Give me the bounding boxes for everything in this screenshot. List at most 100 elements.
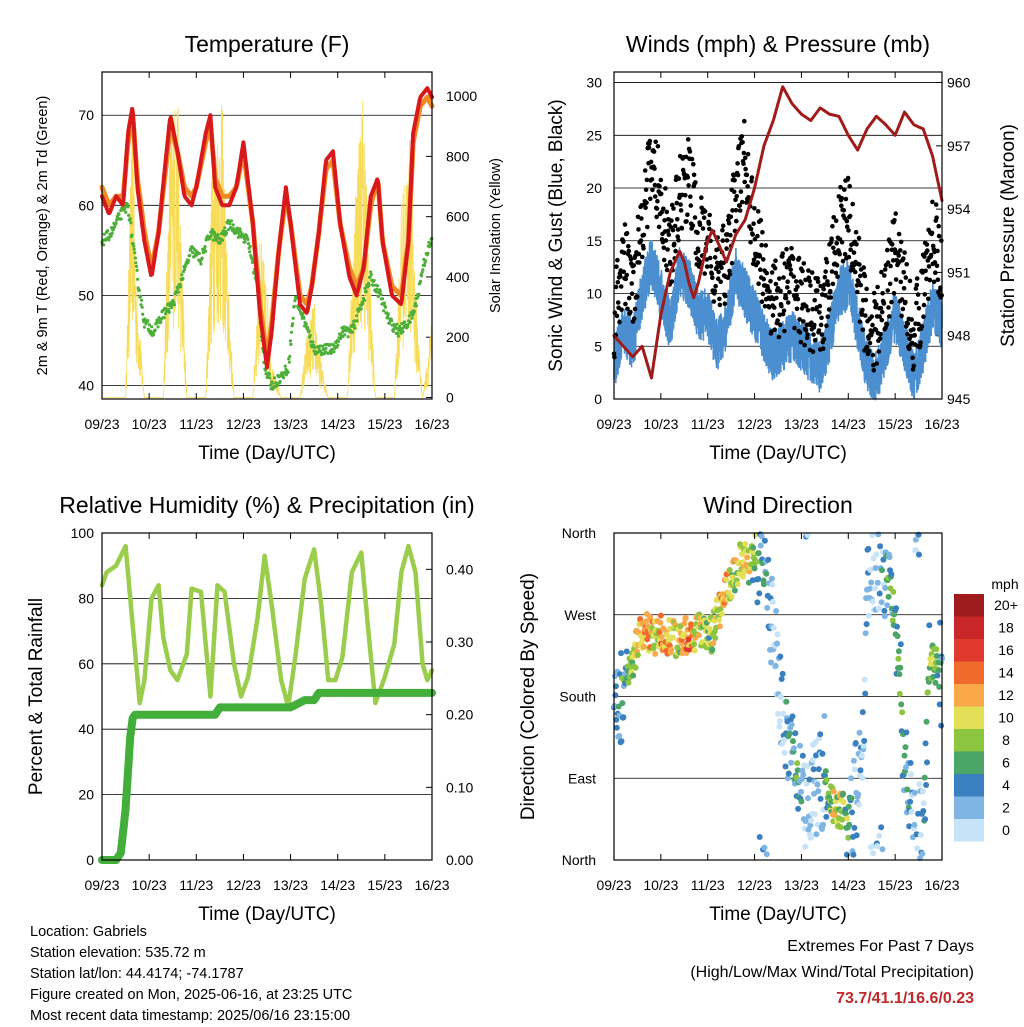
direction-point	[651, 642, 658, 649]
humidity-xtick-label: 14/23	[320, 877, 355, 893]
gust-point	[842, 187, 847, 192]
gust-point	[848, 247, 853, 252]
dewpoint-point	[311, 340, 315, 344]
direction-point	[823, 776, 830, 783]
direction-point	[911, 821, 918, 828]
temperature-xlabel: Time (Day/UTC)	[198, 443, 336, 464]
gust-point	[901, 286, 907, 291]
direction-point	[815, 766, 822, 773]
winds-y2label: Station Pressure (Maroon)	[998, 124, 1019, 347]
direction-point	[876, 590, 883, 597]
dewpoint-point	[422, 263, 427, 267]
gust-point	[850, 201, 855, 207]
gust-point	[795, 284, 800, 290]
dewpoint-point	[286, 370, 290, 374]
gust-point	[731, 189, 737, 195]
gust-point	[871, 368, 877, 373]
dewpoint-point	[228, 222, 232, 226]
dewpoint-point	[420, 270, 424, 274]
direction-point	[844, 815, 851, 822]
gust-point	[910, 367, 916, 372]
direction-point	[757, 542, 764, 549]
colorbar-label: 8	[1002, 732, 1010, 748]
gust-point	[843, 196, 849, 202]
direction-xlabel: Time (Day/UTC)	[709, 904, 847, 925]
direction-point	[685, 636, 692, 643]
direction-point	[755, 576, 762, 582]
direction-point	[885, 593, 892, 600]
gust-point	[932, 260, 938, 265]
dewpoint-point	[293, 299, 297, 303]
gust-point	[647, 138, 653, 144]
gust-point	[733, 208, 739, 213]
gust-point	[933, 270, 938, 276]
direction-point	[618, 650, 624, 657]
direction-point	[878, 824, 885, 831]
direction-point	[879, 567, 885, 574]
gust-point	[773, 281, 779, 287]
colorbar-swatch	[954, 616, 984, 639]
gust-point	[735, 172, 741, 178]
direction-point	[848, 775, 855, 782]
dewpoint-point	[413, 301, 417, 305]
dewpoint-point	[400, 327, 404, 331]
gust-point	[752, 206, 757, 211]
gust-point	[745, 151, 751, 157]
gust-point	[819, 332, 825, 337]
gust-point	[715, 276, 721, 282]
direction-point	[846, 821, 853, 828]
direction-point	[922, 816, 929, 823]
dewpoint-point	[210, 228, 214, 232]
direction-point	[924, 759, 930, 766]
gust-point	[842, 251, 848, 257]
dewpoint-point	[375, 287, 379, 291]
direction-point	[797, 742, 803, 749]
gust-point	[874, 361, 879, 366]
winds-xtick-label: 13/23	[784, 416, 819, 432]
gust-point	[793, 279, 799, 284]
gust-point	[652, 166, 657, 171]
direction-point	[794, 767, 801, 774]
gust-point	[853, 229, 859, 235]
winds-y2tick-label: 951	[947, 264, 971, 280]
dewpoint-point	[282, 376, 286, 380]
direction-point	[926, 622, 933, 629]
gust-point	[905, 331, 910, 337]
gust-point	[795, 296, 801, 302]
gust-point	[821, 286, 826, 292]
gust-point	[882, 267, 888, 272]
dewpoint-point	[386, 314, 390, 319]
direction-ytick-label: South	[559, 689, 596, 705]
direction-point	[849, 809, 855, 816]
dewpoint-point	[140, 305, 144, 309]
gust-point	[669, 202, 675, 208]
gust-point	[719, 265, 724, 271]
direction-point	[785, 770, 792, 777]
direction-point	[813, 831, 820, 838]
gust-point	[878, 331, 883, 337]
dewpoint-point	[243, 240, 247, 244]
gust-point	[733, 197, 738, 203]
gust-point	[916, 306, 922, 311]
gust-point	[658, 191, 664, 197]
gust-point	[742, 179, 747, 185]
gust-point	[810, 349, 816, 355]
gust-point	[785, 300, 791, 305]
gust-point	[651, 149, 657, 154]
gust-point	[824, 260, 830, 265]
gust-point	[887, 281, 893, 287]
gust-point	[684, 219, 689, 224]
direction-point	[851, 824, 858, 831]
dewpoint-point	[278, 379, 282, 384]
direction-point	[709, 646, 716, 653]
gust-point	[617, 319, 622, 325]
winds-y2tick-label: 960	[947, 75, 971, 91]
gust-point	[812, 297, 817, 303]
winds-ylabel: Sonic Wind & Gust (Blue, Black)	[546, 99, 567, 371]
direction-point	[881, 607, 888, 614]
gust-point	[744, 172, 750, 178]
gust-point	[901, 256, 906, 261]
gust-point	[732, 178, 737, 183]
winds-xtick-label: 12/23	[737, 416, 772, 432]
dewpoint-point	[377, 294, 381, 298]
